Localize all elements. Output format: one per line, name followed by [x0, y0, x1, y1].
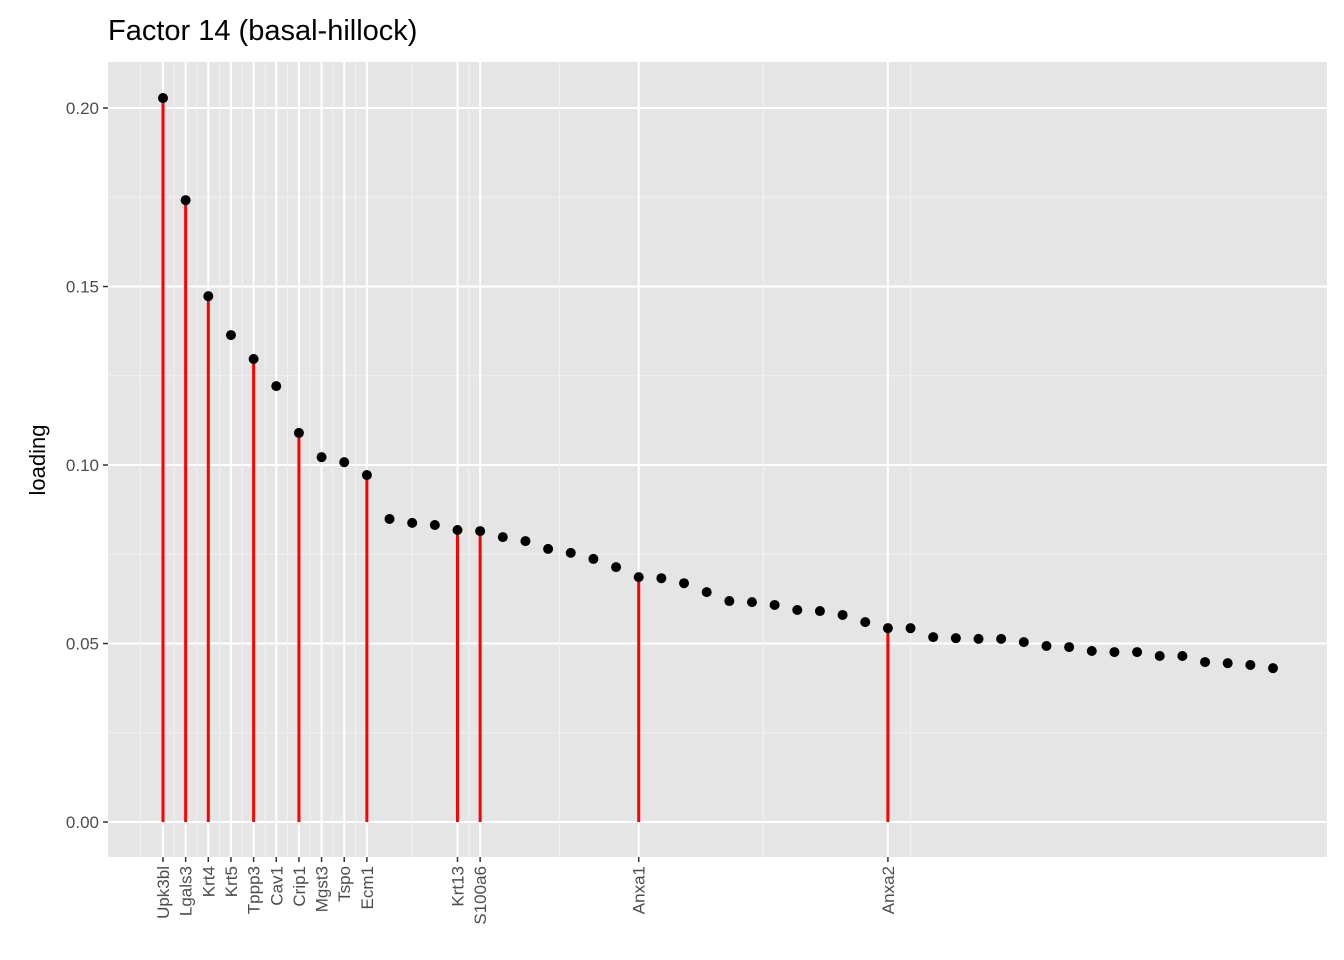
point	[543, 543, 554, 554]
point	[701, 587, 712, 598]
point	[248, 354, 259, 365]
point	[271, 381, 282, 392]
y-axis-label: loading	[25, 425, 50, 496]
x-tick-label: Lgals3	[177, 866, 196, 916]
x-tick-label: S100a6	[471, 866, 490, 925]
point	[497, 532, 508, 543]
x-tick-label: Ecm1	[358, 866, 377, 909]
y-tick-label: 0.05	[66, 635, 99, 654]
point	[429, 520, 440, 531]
point	[611, 562, 622, 573]
point	[656, 573, 667, 584]
y-tick-label: 0.00	[66, 813, 99, 832]
x-tick-label: Crip1	[290, 866, 309, 907]
point	[158, 93, 168, 104]
point	[1200, 657, 1211, 668]
point	[928, 632, 939, 643]
point	[633, 572, 644, 583]
y-tick-label: 0.10	[66, 456, 99, 475]
x-tick-label: Anxa2	[879, 866, 898, 914]
x-tick-label: Tspo	[335, 866, 354, 902]
point	[724, 596, 735, 607]
point	[384, 513, 395, 524]
chart-title: Factor 14 (basal-hillock)	[108, 15, 417, 47]
point	[1245, 659, 1256, 670]
x-tick-label: Anxa1	[630, 866, 649, 914]
point	[1268, 663, 1278, 674]
x-tick-label: Cav1	[267, 866, 286, 906]
point	[882, 623, 893, 634]
point	[452, 525, 463, 536]
point	[905, 623, 916, 634]
point	[1109, 647, 1120, 658]
point	[860, 617, 871, 628]
point	[588, 553, 599, 564]
point	[293, 427, 304, 438]
point	[1086, 646, 1097, 657]
point	[475, 526, 486, 537]
x-tick-label: Krt13	[448, 866, 467, 907]
point	[814, 606, 825, 617]
point	[1041, 641, 1052, 652]
point	[679, 578, 690, 589]
point	[1222, 658, 1233, 669]
point	[837, 609, 848, 620]
point	[203, 291, 214, 302]
x-tick-label: Mgst3	[313, 866, 332, 912]
x-tick-label: Tppp3	[245, 866, 264, 914]
x-tick-label: Krt5	[222, 866, 241, 897]
point	[746, 597, 757, 608]
point	[1018, 637, 1029, 648]
point	[339, 457, 350, 468]
point	[361, 470, 372, 481]
y-tick-label: 0.20	[66, 99, 99, 118]
point	[1154, 651, 1165, 662]
point	[316, 452, 327, 463]
point	[1177, 651, 1188, 662]
point	[225, 330, 236, 341]
point	[565, 547, 576, 558]
point	[1132, 647, 1143, 658]
x-tick-label: Krt4	[199, 866, 218, 897]
point	[520, 536, 531, 547]
point	[792, 604, 803, 615]
point	[973, 633, 984, 644]
x-tick-label: Upk3bl	[154, 866, 173, 919]
point	[407, 517, 418, 528]
y-tick-label: 0.15	[66, 278, 99, 297]
point	[769, 599, 780, 610]
panel	[108, 62, 1327, 857]
point	[996, 633, 1007, 644]
point	[1064, 642, 1075, 653]
point	[180, 195, 191, 206]
point	[950, 633, 961, 644]
